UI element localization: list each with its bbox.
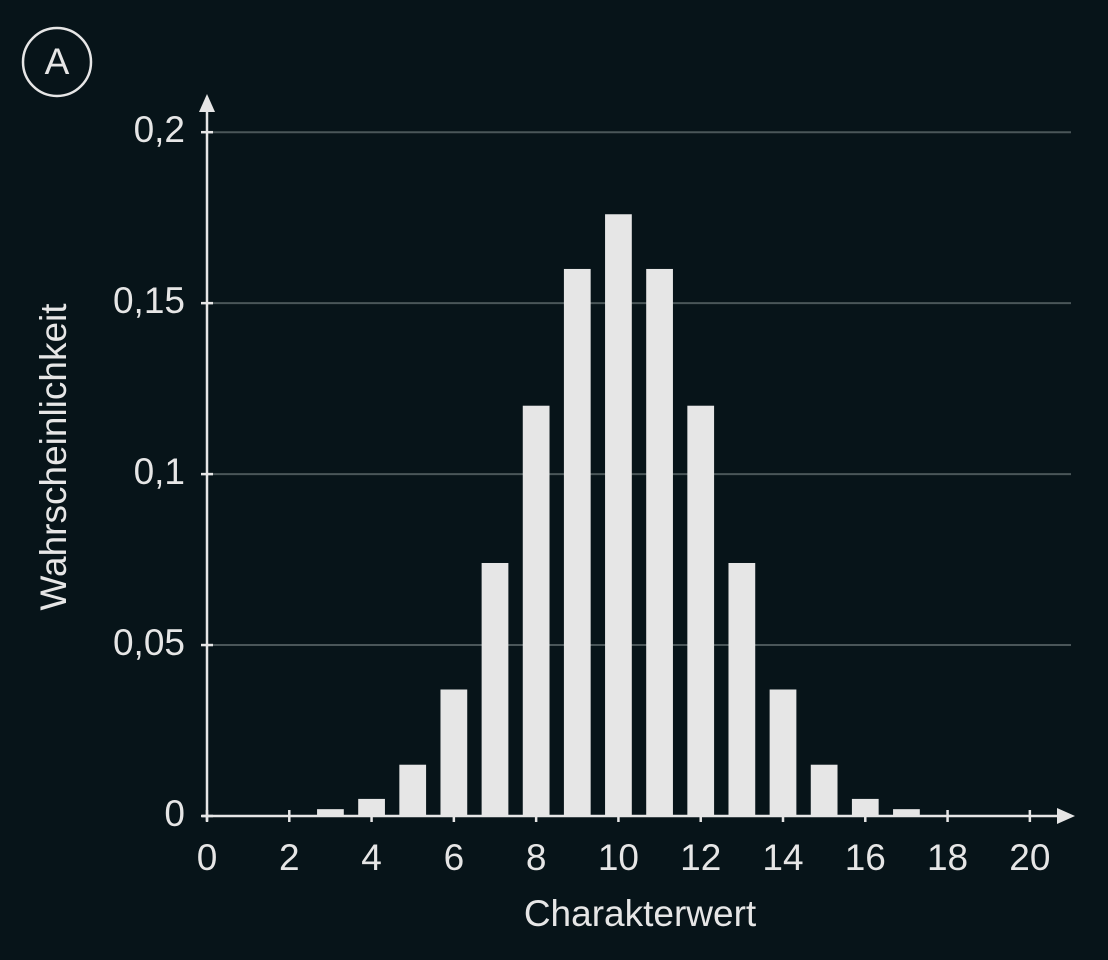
bar <box>605 214 632 816</box>
y-axis-arrow <box>199 94 215 112</box>
x-axis-arrow <box>1057 808 1075 824</box>
x-tick-label: 18 <box>927 837 968 878</box>
bar <box>893 809 920 816</box>
bar <box>769 689 797 816</box>
y-axis-label: Wahrscheinlichkeit <box>33 303 74 611</box>
bar <box>810 764 838 816</box>
bar <box>728 562 756 816</box>
x-tick-label: 10 <box>598 837 639 878</box>
panel-circle <box>21 26 93 98</box>
x-tick-label: 20 <box>1009 837 1050 878</box>
bar <box>687 405 715 816</box>
x-tick-label: 8 <box>526 837 547 878</box>
x-tick-label: 0 <box>197 837 218 878</box>
y-tick-label: 0,05 <box>113 622 185 663</box>
bar <box>317 809 344 816</box>
bar <box>522 405 550 816</box>
x-tick-label: 2 <box>279 837 300 878</box>
x-tick-label: 16 <box>845 837 886 878</box>
bar <box>851 798 879 816</box>
y-tick-label: 0 <box>164 793 185 834</box>
y-tick-label: 0,2 <box>134 109 185 150</box>
x-tick-label: 14 <box>762 837 803 878</box>
x-tick-label: 6 <box>444 837 465 878</box>
x-axis-label: Charakterwert <box>524 893 757 934</box>
bar <box>440 689 468 816</box>
bar <box>399 764 427 816</box>
bar <box>481 562 509 816</box>
bar <box>646 268 673 816</box>
x-tick-label: 12 <box>680 837 721 878</box>
bar <box>358 798 385 816</box>
panel-label: A <box>45 41 70 82</box>
y-tick-label: 0,15 <box>113 280 185 321</box>
bar <box>563 268 591 816</box>
y-tick-label: 0,1 <box>134 451 185 492</box>
x-tick-label: 4 <box>361 837 382 878</box>
